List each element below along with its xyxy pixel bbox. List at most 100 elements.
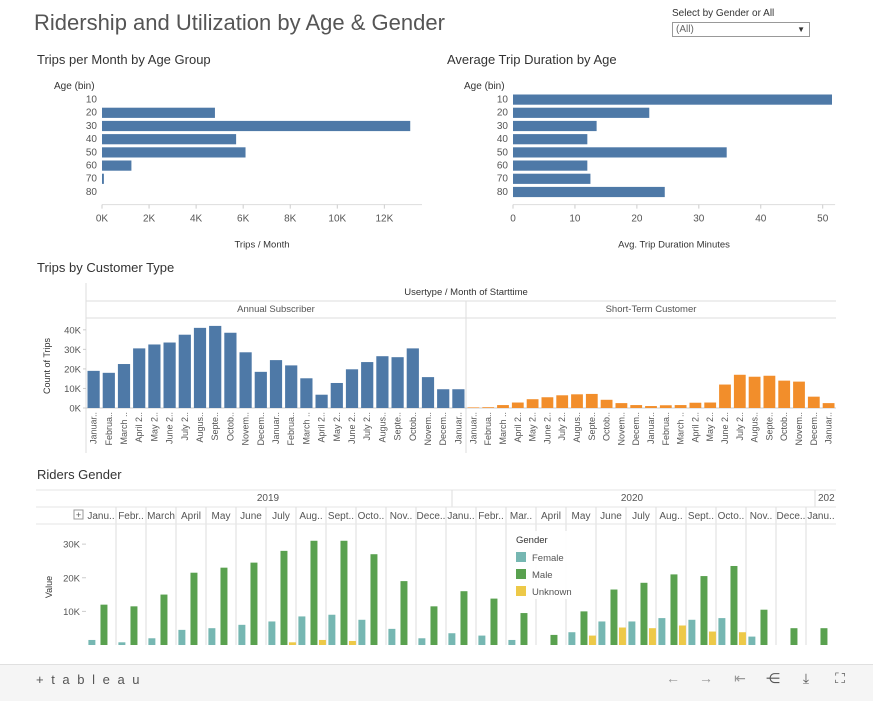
legend-swatch-unknown (516, 586, 526, 596)
gender-bar-female (238, 624, 246, 645)
redo-icon[interactable]: → (699, 670, 713, 686)
customer-type-y-tick-label: 10K (64, 384, 82, 395)
year-label: 2020 (621, 493, 644, 504)
revert-icon[interactable]: ⇤ (734, 670, 746, 686)
customer-type-bar (452, 389, 465, 408)
age-duration-x-axis-title: Avg. Trip Duration Minutes (618, 240, 730, 250)
month-label: July (632, 511, 650, 522)
age-trips-category-label: 70 (86, 174, 98, 185)
age-trips-bar (102, 107, 215, 118)
gender-bar-female (118, 642, 126, 645)
month-label: Janu.. (447, 511, 474, 522)
riders-gender-chart[interactable]: 2019 2020 202+ Janu.. Febr.. March April May Jun… (0, 485, 873, 663)
gender-filter-dropdown[interactable]: (All) ▼ (672, 22, 810, 37)
year-label: 202 (818, 493, 835, 504)
month-label: May (572, 511, 591, 522)
age-trips-x-tick-label: 8K (284, 214, 297, 225)
age-trips-category-label: 60 (86, 161, 98, 172)
age-duration-x-tick-label: 50 (817, 214, 829, 225)
share-icon[interactable]: ⋲ (766, 670, 780, 686)
customer-type-x-tick-label: Februa.. (661, 412, 671, 446)
legend-label-female: Female (532, 553, 564, 564)
month-label: Nov.. (750, 511, 773, 522)
gender-bar-male (370, 554, 378, 645)
customer-type-x-tick-label: Decem.. (256, 412, 266, 446)
customer-type-x-tick-label: July 2.. (557, 412, 567, 441)
customer-type-bar (497, 405, 509, 408)
age-duration-category-label: 70 (497, 174, 509, 185)
trips-per-month-chart: Age (bin) 10 20 30 40 50 60 70 80 0K 2K 4K 6K 8K 10K 12… (54, 81, 422, 250)
age-trips-category-label: 50 (86, 147, 98, 158)
customer-type-x-tick-label: Augus.. (377, 412, 387, 443)
customer-type-x-tick-label: Augus.. (195, 412, 205, 443)
avg-duration-chart: Age (bin) 10 20 30 40 50 60 70 80 0 10 20 30 40 50 Avg.… (464, 81, 836, 250)
customer-type-bar (239, 352, 252, 408)
tableau-logo[interactable]: + t a b l e a u (36, 672, 142, 687)
customer-type-x-tick-label: Septe.. (587, 412, 597, 441)
gender-bar-female (658, 618, 666, 645)
gender-bar-male (160, 594, 168, 645)
customer-type-x-tick-label: June 2.. (347, 412, 357, 444)
customer-type-x-tick-label: April 2.. (317, 412, 327, 443)
gender-bar-female (358, 619, 366, 645)
month-label: June (240, 511, 262, 522)
age-trips-category-label: 40 (86, 134, 98, 145)
month-label: Aug.. (299, 511, 322, 522)
pane-header-short-term: Short-Term Customer (606, 304, 697, 315)
undo-icon[interactable]: ← (666, 670, 680, 686)
gender-bar-female (388, 628, 396, 645)
month-label: July (272, 511, 290, 522)
customer-type-x-tick-label: June 2.. (542, 412, 552, 444)
month-label: Nov.. (390, 511, 413, 522)
gender-filter-label: Select by Gender or All (672, 8, 775, 19)
gender-bar-unknown (288, 642, 296, 645)
gender-y-tick-label: 10K (63, 607, 81, 618)
gender-bar-female (628, 621, 636, 645)
gender-bar-male (340, 540, 348, 645)
gender-bar-male (550, 634, 558, 645)
month-label: Sept.. (688, 511, 714, 522)
gender-bar-male (280, 550, 288, 645)
age-duration-category-label: 60 (497, 161, 509, 172)
age-trips-category-label: 80 (86, 187, 98, 198)
customer-type-x-tick-label: Septe.. (210, 412, 220, 441)
age-duration-category-label: 50 (497, 147, 509, 158)
customer-type-bar (822, 403, 835, 408)
age-trips-x-tick-label: 2K (143, 214, 156, 225)
riders-gender-title: Riders Gender (37, 467, 122, 482)
month-label: Dece.. (417, 511, 446, 522)
customer-type-bar (615, 403, 628, 408)
month-label: Janu.. (87, 511, 114, 522)
gender-bar-unknown (588, 635, 596, 645)
customer-type-y-tick-label: 0K (69, 404, 81, 415)
customer-type-bar (511, 402, 524, 408)
age-trips-bar (102, 147, 246, 158)
month-label: Janu.. (807, 511, 834, 522)
gender-bar-male (520, 613, 528, 645)
gender-bar-female (148, 638, 156, 645)
month-label: Mar.. (510, 511, 532, 522)
customer-type-x-tick-label: Augus.. (750, 412, 760, 443)
gender-bar-female (328, 614, 336, 645)
customer-type-x-tick-label: June 2.. (165, 412, 175, 444)
customer-type-bar (704, 402, 717, 408)
customer-type-bar (224, 332, 237, 408)
customer-type-bar (645, 406, 657, 408)
age-trips-category-label: 30 (86, 121, 98, 132)
fullscreen-icon[interactable]: ⛶ (835, 670, 845, 686)
gender-bar-male (790, 628, 798, 645)
gender-bar-female (718, 618, 726, 645)
gender-bar-male (130, 606, 138, 645)
gender-bar-female (88, 639, 96, 645)
gender-bar-male (100, 604, 108, 645)
month-label: Octo.. (358, 511, 385, 522)
gender-bar-female (268, 621, 276, 645)
age-duration-row-header: Age (bin) (464, 81, 505, 92)
expand-plus: + (76, 510, 81, 520)
download-icon[interactable]: ⤓ (802, 670, 810, 686)
customer-type-bar (391, 357, 404, 408)
customer-type-x-tick-label: Januar.. (468, 412, 478, 444)
age-trips-x-tick-label: 12K (375, 214, 393, 225)
customer-type-bar (148, 344, 161, 408)
dashboard-title: Ridership and Utilization by Age & Gende… (34, 10, 445, 35)
